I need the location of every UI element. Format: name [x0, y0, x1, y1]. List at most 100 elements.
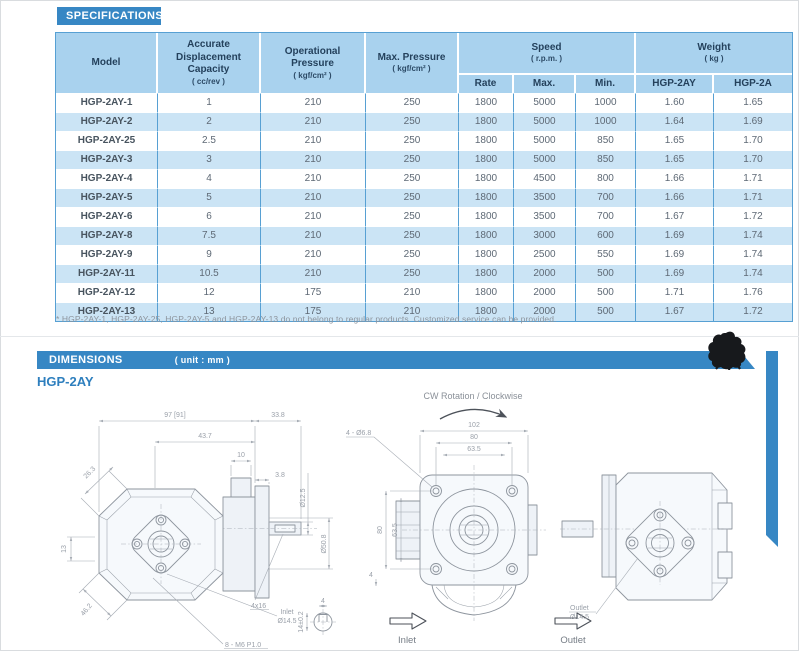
cell-capacity: 13: [158, 302, 261, 321]
specifications-banner: SPECIFICATIONS: [57, 7, 163, 25]
svg-text:46.2: 46.2: [80, 602, 94, 617]
inlet-label: Inlet: [398, 635, 416, 646]
cell-rate: 1800: [459, 131, 514, 150]
cell-weight_2a: 1.74: [714, 264, 792, 283]
svg-text:33.8: 33.8: [271, 412, 285, 419]
cell-weight_2a: 1.71: [714, 169, 792, 188]
cell-max: 4500: [514, 169, 576, 188]
svg-text:102: 102: [468, 422, 480, 429]
cell-max_pressure: 250: [366, 264, 459, 283]
cell-model: HGP-2AY-12: [56, 283, 158, 302]
cell-model: HGP-2AY-3: [56, 150, 158, 169]
cell-weight_2a: 1.74: [714, 245, 792, 264]
front-view-dimensions: 102 80 63.5 4 - Ø6.8 80 63.5 4: [346, 422, 529, 586]
cell-max_pressure: 250: [366, 188, 459, 207]
cell-model: HGP-2AY-9: [56, 245, 158, 264]
cw-rotation-arrow: [439, 408, 508, 420]
cell-weight_2ay: 1.65: [636, 131, 714, 150]
spec-table-body: HGP-2AY-1 1 210 250 1800 5000 1000 1.60 1.65 HGP-…: [56, 93, 792, 321]
cell-op_pressure: 210: [261, 150, 366, 169]
cell-op_pressure: 210: [261, 112, 366, 131]
col-header-op-pressure: Operational Pressure ( kgf/cm² ): [261, 33, 366, 93]
cell-max_pressure: 250: [366, 150, 459, 169]
cell-weight_2ay: 1.69: [636, 245, 714, 264]
cell-op_pressure: 210: [261, 226, 366, 245]
drawing-model-label: HGP-2AY: [37, 374, 94, 389]
svg-text:4 - Ø6.8: 4 - Ø6.8: [346, 430, 371, 437]
table-row: HGP-2AY-11 10.5 210 250 1800 2000 500 1.69 1.74: [56, 264, 792, 283]
cell-op_pressure: 210: [261, 93, 366, 112]
table-row: HGP-2AY-9 9 210 250 1800 2500 550 1.69 1.74: [56, 245, 792, 264]
table-row: HGP-2AY-2 2 210 250 1800 5000 1000 1.64 1.69: [56, 112, 792, 131]
cell-max_pressure: 210: [366, 302, 459, 321]
specifications-table: Model Accurate Displacement Capacity ( c…: [55, 32, 793, 322]
cell-rate: 1800: [459, 150, 514, 169]
outlet-label: Outlet: [560, 635, 586, 646]
cell-model: HGP-2AY-25: [56, 131, 158, 150]
col-header-weight: Weight ( kg ): [636, 33, 792, 75]
svg-text:10: 10: [237, 452, 245, 459]
header-capacity-text: Accurate Displacement Capacity: [175, 39, 242, 76]
cell-max_pressure: 210: [366, 283, 459, 302]
header-max-pressure-unit: ( kgf/cm² ): [392, 64, 431, 74]
svg-text:Ø50.8: Ø50.8: [321, 534, 328, 553]
cell-op_pressure: 210: [261, 169, 366, 188]
cell-weight_2a: 1.72: [714, 207, 792, 226]
cell-capacity: 6: [158, 207, 261, 226]
rear-view-labels: Outlet Ø14.5: [569, 557, 639, 621]
cell-rate: 1800: [459, 226, 514, 245]
svg-text:14±0.2: 14±0.2: [298, 611, 305, 632]
cell-rate: 1800: [459, 264, 514, 283]
cell-weight_2ay: 1.66: [636, 169, 714, 188]
header-weight-text: Weight: [697, 41, 731, 53]
table-row: HGP-2AY-4 4 210 250 1800 4500 800 1.66 1.71: [56, 169, 792, 188]
cell-max_pressure: 250: [366, 131, 459, 150]
svg-text:8 - M6 P1.0: 8 - M6 P1.0: [225, 642, 261, 649]
dimensions-banner-unit: ( unit : mm ): [174, 355, 231, 365]
svg-text:4: 4: [369, 572, 373, 579]
cell-rate: 1800: [459, 188, 514, 207]
cell-min: 500: [576, 302, 636, 321]
cell-max: 5000: [514, 150, 576, 169]
cell-capacity: 1: [158, 93, 261, 112]
cell-max_pressure: 250: [366, 169, 459, 188]
cell-model: HGP-2AY-8: [56, 226, 158, 245]
svg-text:Inlet: Inlet: [280, 609, 293, 616]
cell-op_pressure: 210: [261, 131, 366, 150]
col-header-rate: Rate: [459, 75, 514, 93]
table-row: HGP-2AY-12 12 175 210 1800 2000 500 1.71 1.76: [56, 283, 792, 302]
cell-rate: 1800: [459, 169, 514, 188]
cell-capacity: 4: [158, 169, 261, 188]
cell-weight_2ay: 1.69: [636, 226, 714, 245]
svg-text:4: 4: [321, 598, 325, 605]
page-edge-bar: [766, 351, 778, 547]
col-header-capacity: Accurate Displacement Capacity ( cc/rev …: [158, 33, 261, 93]
cell-op_pressure: 210: [261, 245, 366, 264]
cell-weight_2a: 1.70: [714, 131, 792, 150]
svg-text:80: 80: [470, 434, 478, 441]
cell-capacity: 9: [158, 245, 261, 264]
cell-capacity: 7.5: [158, 226, 261, 245]
cell-weight_2a: 1.72: [714, 302, 792, 321]
table-row: HGP-2AY-8 7.5 210 250 1800 3000 600 1.69 1.74: [56, 226, 792, 245]
cell-max: 3500: [514, 207, 576, 226]
cell-max: 2500: [514, 245, 576, 264]
table-row: HGP-2AY-5 5 210 250 1800 3500 700 1.66 1.71: [56, 188, 792, 207]
header-weight-unit: ( kg ): [704, 54, 724, 64]
cell-min: 500: [576, 283, 636, 302]
header-op-pressure-text: Operational Pressure: [284, 45, 341, 70]
svg-text:63.5: 63.5: [392, 523, 399, 537]
svg-text:Ø12.5: Ø12.5: [300, 488, 307, 507]
cell-model: HGP-2AY-11: [56, 264, 158, 283]
cell-min: 550: [576, 245, 636, 264]
header-max-pressure-text: Max. Pressure: [377, 51, 446, 63]
cell-max: 5000: [514, 131, 576, 150]
cell-capacity: 10.5: [158, 264, 261, 283]
cell-weight_2ay: 1.69: [636, 264, 714, 283]
cell-model: HGP-2AY-1: [56, 93, 158, 112]
col-header-speed-min: Min.: [576, 75, 636, 93]
cell-rate: 1800: [459, 245, 514, 264]
table-row: HGP-2AY-3 3 210 250 1800 5000 850 1.65 1.70: [56, 150, 792, 169]
cell-min: 1000: [576, 93, 636, 112]
cell-min: 500: [576, 264, 636, 283]
